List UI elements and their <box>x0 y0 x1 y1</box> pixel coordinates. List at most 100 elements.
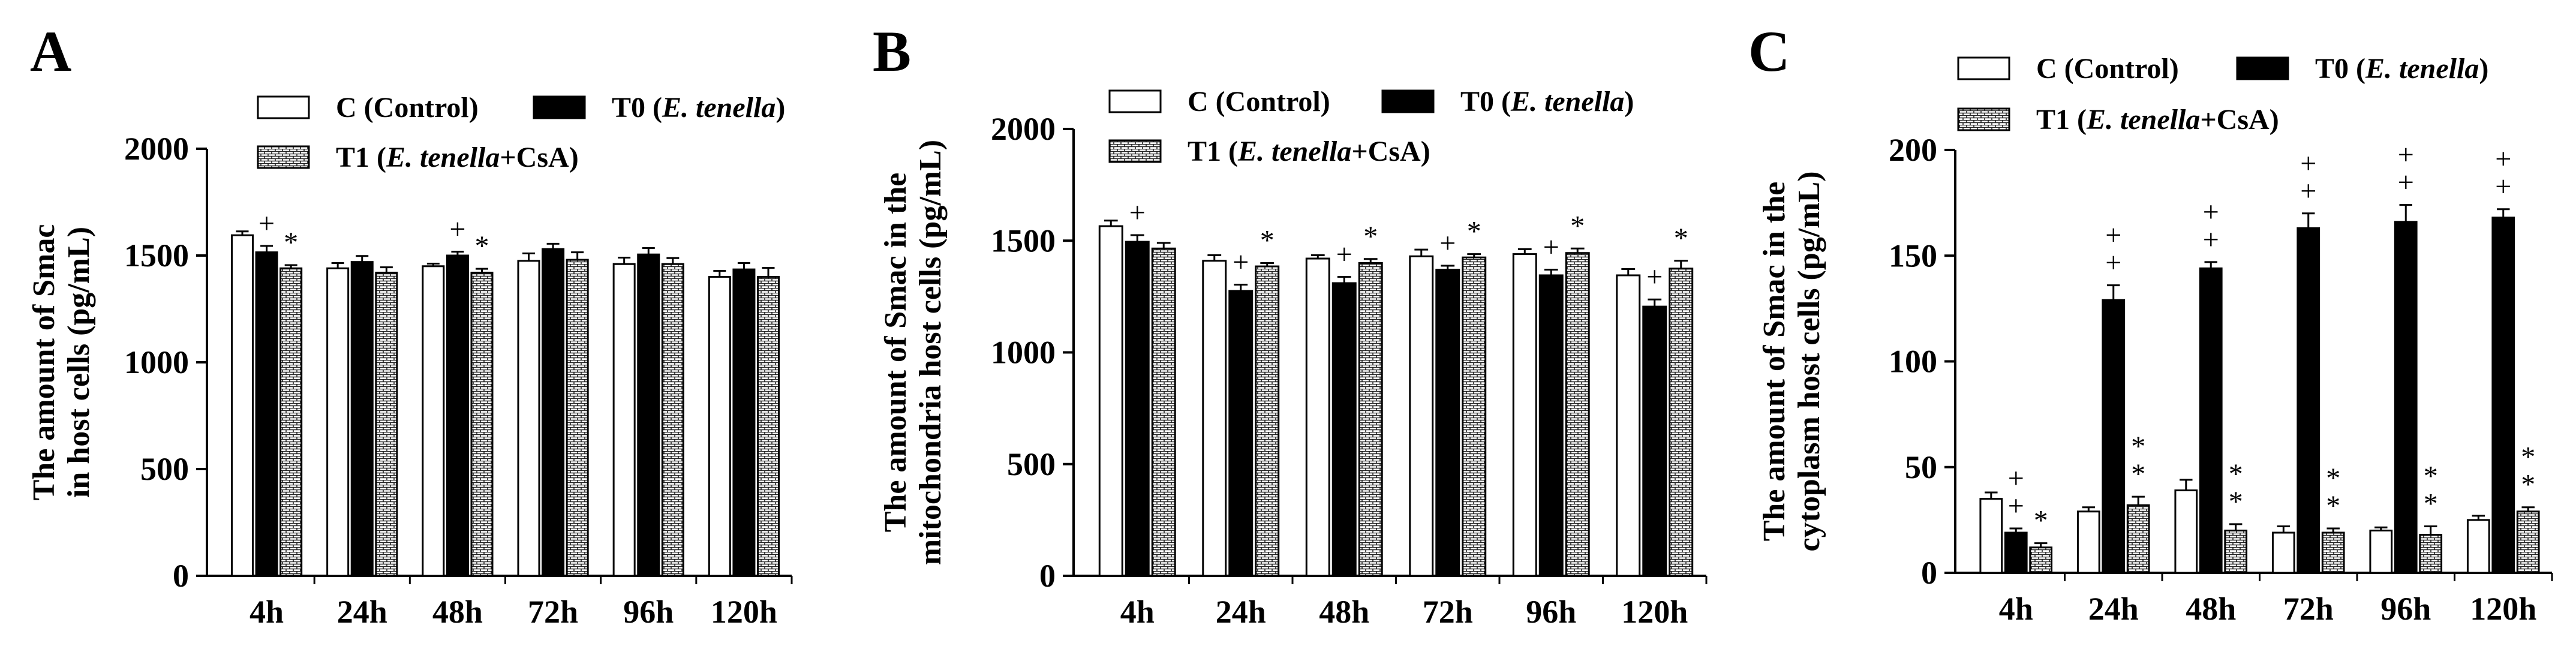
bar-t0 <box>1228 290 1254 577</box>
y-tick-label: 200 <box>1889 132 1937 168</box>
y-tick-label: 0 <box>173 558 189 594</box>
bar-t1 <box>1462 256 1487 577</box>
bar-t0 <box>2491 217 2515 574</box>
bar-control <box>422 265 445 577</box>
legend-label-suffix: +CsA) <box>1351 136 1430 167</box>
bar-t0 <box>255 251 278 577</box>
significance-star: * <box>1260 225 1275 257</box>
bar-t1 <box>756 276 780 577</box>
bar-t1 <box>2029 546 2053 574</box>
significance-star: * <box>2326 490 2340 522</box>
bar-t1 <box>279 267 303 577</box>
x-tick-label: 48h <box>1319 594 1369 630</box>
legend-label-main: T0 ( <box>612 92 662 124</box>
bar-t0 <box>637 253 660 577</box>
legend-label-suffix: ) <box>775 92 785 124</box>
significance-plus: + <box>2398 167 2414 199</box>
y-tick-label: 150 <box>1889 238 1937 274</box>
significance-plus: + <box>1543 232 1559 263</box>
legend-control-swatch <box>1108 89 1162 113</box>
bar-t1 <box>2126 504 2150 574</box>
legend-control-label: C (Control) <box>2036 53 2179 85</box>
bar-control <box>708 276 731 577</box>
bar-t1 <box>1255 265 1280 577</box>
significance-star: * <box>2424 460 2438 492</box>
bar-t0 <box>2199 267 2223 574</box>
legend-label-suffix: ) <box>2479 53 2488 85</box>
bar-t0 <box>1331 282 1357 577</box>
legend-t1-label: T1 (E. tenella+CsA) <box>1188 136 1430 167</box>
bar-control <box>517 260 540 577</box>
bar-t0 <box>2297 227 2320 574</box>
legend-label-suffix: ) <box>1624 86 1634 118</box>
bar-t1 <box>2516 510 2540 574</box>
legend-label-main: T0 ( <box>1460 86 1511 118</box>
legend-label-species: E. tenella <box>2086 104 2200 136</box>
y-tick-label: 500 <box>1007 446 1056 482</box>
bar-control <box>2466 519 2490 574</box>
legend-label-species: E. tenella <box>1237 136 1351 167</box>
significance-plus: + <box>2495 143 2511 175</box>
significance-plus: + <box>2008 490 2024 522</box>
panel-b: B The amount of Smac in the mitochondria h… <box>873 19 1708 630</box>
bar-control <box>1098 225 1123 577</box>
bar-t0 <box>2004 531 2028 574</box>
y-axis-label: The amount of Smac in the <box>879 173 913 532</box>
significance-plus: + <box>2398 139 2414 171</box>
significance-plus: + <box>2203 224 2219 256</box>
legend-label-species: E. tenella <box>386 142 500 173</box>
legend-label-main: T1 ( <box>336 142 386 173</box>
bar-t0 <box>350 261 374 577</box>
bar-control <box>612 263 636 577</box>
legend-label-species: E. tenella <box>1510 86 1624 118</box>
y-tick-label: 1000 <box>991 335 1056 371</box>
significance-plus: + <box>2203 196 2219 228</box>
bar-t1 <box>1669 268 1694 577</box>
x-tick-label: 120h <box>2470 591 2536 627</box>
bar-t0 <box>542 248 565 577</box>
bar-control <box>1409 255 1434 577</box>
x-tick-label: 24h <box>337 594 387 630</box>
y-tick-label: 1500 <box>124 238 189 274</box>
x-tick-label: 96h <box>623 594 674 630</box>
x-tick-label: 72h <box>1423 594 1473 630</box>
legend-label-species: E. tenella <box>662 92 775 124</box>
legend-label-species: E. tenella <box>2365 53 2479 85</box>
bar-t0 <box>2394 221 2418 574</box>
y-tick-label: 0 <box>1039 558 1056 594</box>
bar-control <box>2076 510 2100 574</box>
bar-control <box>326 267 350 577</box>
bar-t0 <box>2102 299 2126 574</box>
significance-star: * <box>2131 458 2145 490</box>
legend-label-main: C (Control) <box>2036 53 2179 85</box>
panel-c: C The amount of Smac in the cytoplasm host… <box>1748 19 2553 627</box>
bar-t0 <box>1538 274 1564 577</box>
y-tick-label: 1500 <box>991 223 1056 259</box>
x-tick-label: 96h <box>2380 591 2431 627</box>
legend-control-label: C (Control) <box>1188 86 1330 118</box>
x-tick-label: 120h <box>1621 594 1688 630</box>
x-tick-label: 96h <box>1526 594 1576 630</box>
legend-t0-label: T0 (E. tenella) <box>1460 86 1634 118</box>
bar-t0 <box>732 268 756 577</box>
panel-letter: A <box>30 19 71 83</box>
legend-control-swatch <box>257 95 310 119</box>
significance-star: * <box>284 227 298 259</box>
x-tick-label: 4h <box>250 594 284 630</box>
x-tick-label: 4h <box>1120 594 1155 630</box>
significance-star: * <box>2131 431 2145 462</box>
y-tick-label: 50 <box>1905 449 1937 485</box>
significance-plus: + <box>1439 227 1456 259</box>
x-tick-label: 48h <box>432 594 483 630</box>
bar-t1 <box>470 271 494 577</box>
significance-plus: + <box>258 208 275 239</box>
bar-t0 <box>446 254 469 577</box>
legend-label-suffix: +CsA) <box>2200 104 2279 136</box>
legend-control-swatch <box>1957 56 2010 80</box>
y-tick-label: 100 <box>1889 344 1937 380</box>
y-axis-label: cytoplasm host cells (pg/mL) <box>1792 171 1826 551</box>
bar-t1 <box>661 263 684 577</box>
legend-t0-label: T0 (E. tenella) <box>612 92 785 124</box>
y-axis-label: The amount of Smac <box>27 224 61 501</box>
